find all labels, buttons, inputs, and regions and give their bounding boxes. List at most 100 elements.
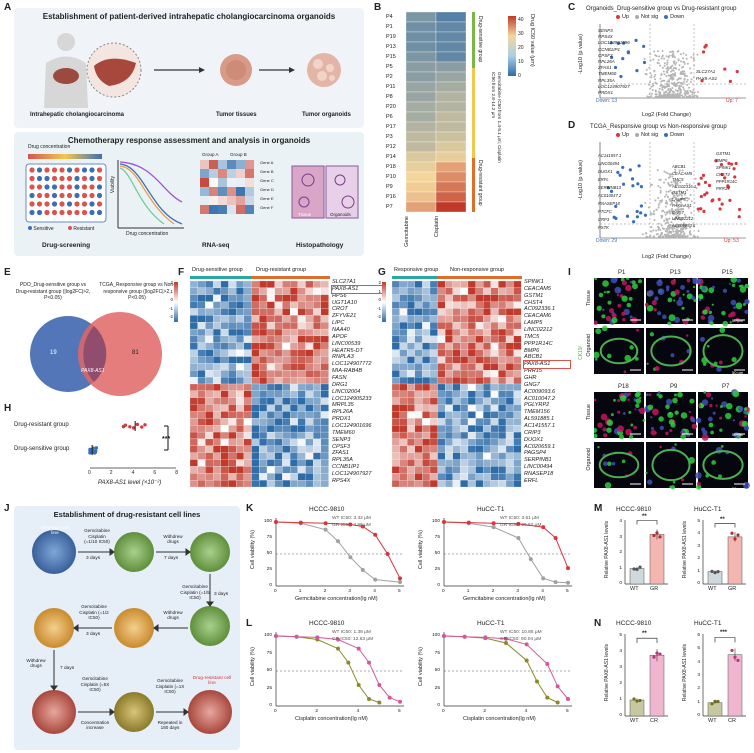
heatmap-cell [305, 287, 314, 295]
data-point [274, 634, 278, 638]
volcano-ns-point [680, 85, 683, 88]
heatmap-cell [460, 370, 469, 378]
heatmap-cell [197, 383, 206, 391]
micrograph-stain [719, 428, 723, 432]
volcano-ns-point [671, 193, 674, 196]
volcano-ns-point [671, 228, 674, 231]
heatmap-cell [407, 294, 415, 302]
volcano-ns-point [661, 199, 664, 202]
volcano-ns-point [681, 83, 684, 86]
panel-b-row-label: P5 [386, 64, 393, 70]
heatmap-cell [205, 418, 214, 426]
volcano-ns-point [668, 231, 671, 234]
heatmap-cell [243, 438, 252, 446]
heatmap-cell [251, 390, 260, 398]
volcano-ns-point [676, 95, 679, 98]
volcano-ns-point [683, 213, 686, 216]
micrograph-stain [653, 308, 657, 312]
heatmap-cell [452, 473, 461, 481]
heatmap-cell [429, 431, 438, 440]
volcano-up-point [699, 207, 703, 211]
volcano-ns-point [664, 229, 667, 232]
heatmap-cell [399, 431, 408, 440]
data-point [541, 576, 546, 581]
panel-a-sub-histo: Histopathology [296, 242, 344, 249]
heatmap-cell [197, 445, 206, 453]
heatmap-cell [513, 328, 522, 337]
volcano-ns-point [658, 235, 661, 238]
heatmap-cell [460, 328, 469, 337]
replicate-dot [716, 699, 720, 704]
heatmap-cell [266, 459, 275, 467]
panel-g-heatmap [392, 281, 522, 487]
heatmap-cell [228, 425, 237, 433]
panel-j-step-11: Gemcitabine Cisplatin (=5X IC50) [80, 676, 110, 692]
line-chart-l0: HCCC-9810 WT IC50: 1.38 μM CR IC50: 12.63 … [250, 620, 410, 732]
heatmap-cell [399, 480, 408, 487]
micrograph-stain [668, 419, 675, 425]
heatmap-cell [243, 445, 252, 453]
x-tick: 2 [323, 589, 327, 594]
heatmap-cell [305, 377, 314, 385]
heatmap-gene-label: CCNB1IP1 [332, 464, 360, 471]
volcano-ns-point [660, 214, 663, 217]
volcano-ns-point [650, 213, 653, 216]
heatmap-cell [197, 349, 206, 357]
panel-j-step-4: Gemcitabine Cisplatin (=1/5 IC50) [180, 584, 210, 600]
panel-l: HCCC-9810 WT IC50: 1.38 μM CR IC50: 12.63 … [250, 620, 590, 750]
volcano-ns-point [673, 191, 676, 194]
heatmap-cell [490, 425, 499, 433]
volcano-ns-point [692, 88, 695, 91]
heatmap-cell [259, 301, 268, 309]
micrograph-stain [622, 412, 626, 415]
micrograph-stain [711, 303, 714, 306]
mini-heatmap-cell [236, 160, 245, 169]
volcano-ns-point [671, 93, 674, 96]
heatmap-cell [259, 370, 268, 378]
micrograph-stain [642, 419, 646, 422]
heatmap-cell [313, 335, 321, 343]
data-point [323, 521, 328, 526]
volcano-ns-point [675, 213, 678, 216]
heatmap-cell [490, 342, 499, 350]
mini-heatmap-cell [218, 169, 227, 178]
heatmap-cell [392, 466, 400, 474]
heatmap-cell [445, 287, 453, 295]
heatmap-cell [498, 342, 507, 350]
bar [727, 536, 743, 585]
volcano-ns-point [677, 180, 680, 183]
volcano-ns-point [672, 230, 675, 233]
heatmap-cell [467, 452, 476, 460]
panel-b-group-resistant-bar [472, 158, 475, 212]
heatmap-cell [407, 301, 415, 309]
mini-heatmap-cell [200, 187, 209, 196]
heatmap-cell [452, 459, 461, 467]
heatmap-cell [213, 466, 221, 474]
replicate-dot [716, 569, 720, 574]
panel-c-up: Up: 7 [726, 98, 738, 104]
panel-c-down: Down: 13 [596, 98, 618, 104]
panel-j-title: Establishment of drug-resistant cell lin… [53, 510, 201, 519]
volcano-ns-point [672, 78, 675, 81]
mini-heatmap-cell [236, 169, 245, 178]
heatmap-cell [251, 281, 260, 288]
heatmap-cell [320, 377, 329, 385]
volcano-ns-point [666, 80, 669, 83]
y-tick: 25 [266, 567, 272, 572]
heatmap-cell [467, 459, 476, 467]
micrograph-stain [710, 430, 714, 435]
panel-h-xlabel: PAX8-AS1 level (×10⁻²) [98, 480, 162, 486]
heatmap-cell [452, 445, 461, 453]
volcano-ns-point [686, 199, 689, 202]
heatmap-gene-label: SLC27A1 [332, 279, 356, 285]
heatmap-cell [251, 438, 260, 446]
volcano-up-point [723, 67, 727, 71]
panel-b-gem-cell [406, 21, 437, 33]
volcano-ns-point [670, 77, 673, 80]
well-dot [81, 209, 88, 216]
heatmap-cell [251, 473, 260, 481]
panel-b-row-label: P1 [386, 24, 393, 30]
volcano-ns-point [674, 182, 677, 185]
micrograph-stain [738, 284, 742, 288]
heatmap-gene-label: TMEM60 [332, 429, 355, 436]
